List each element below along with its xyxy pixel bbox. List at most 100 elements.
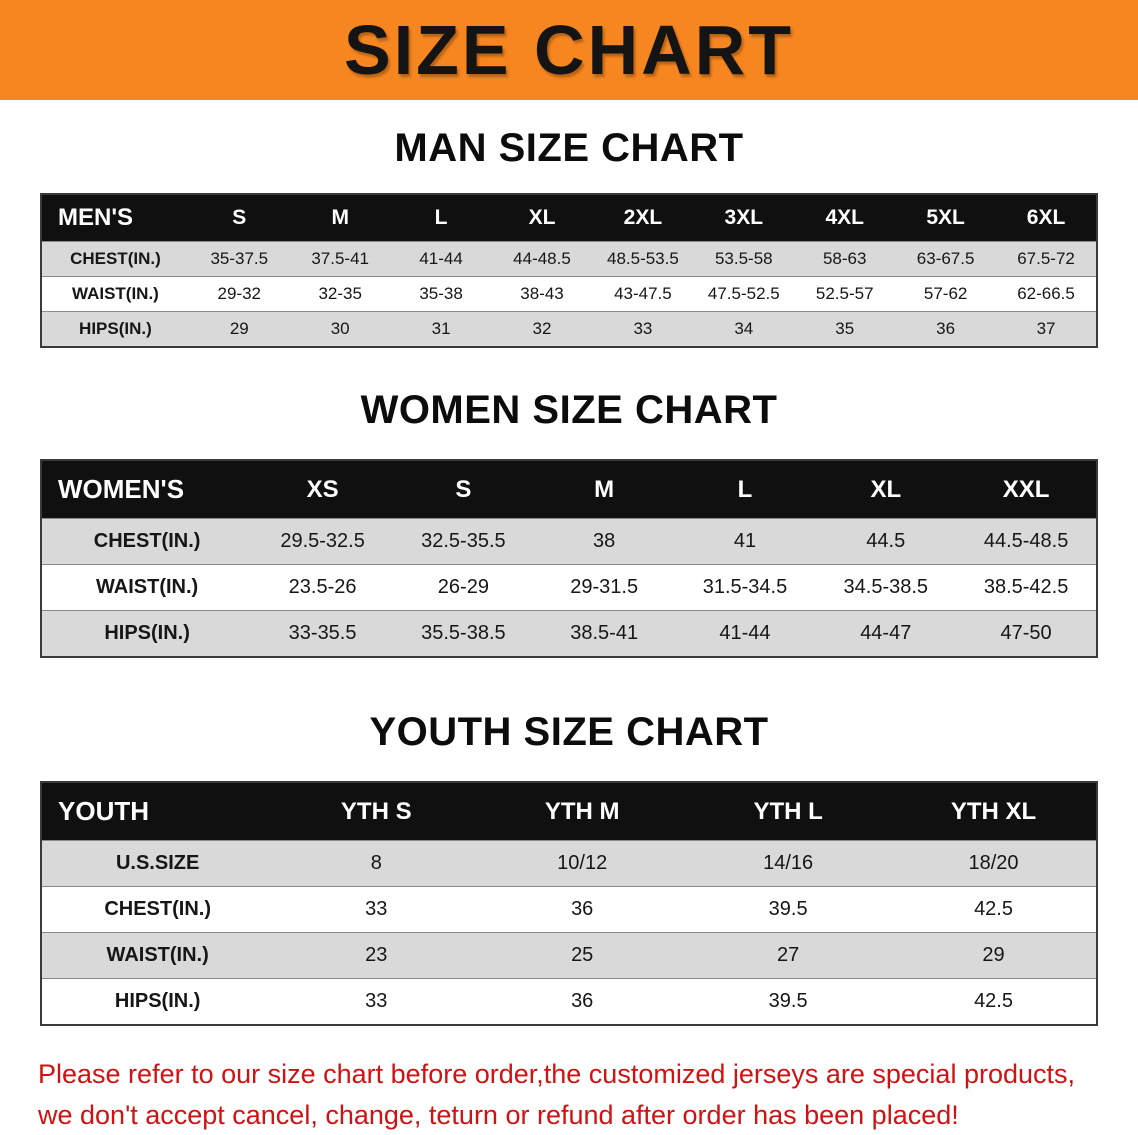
size-column-header: YTH M — [479, 782, 686, 841]
size-value-cell: 10/12 — [557, 852, 608, 874]
footer-note-line-2: we don't accept cancel, change, teturn o… — [38, 1099, 959, 1130]
row-label-cell: CHEST(IN.) — [104, 898, 211, 920]
size-value-cell: 35 — [835, 319, 855, 338]
size-value-cell: 63-67.5 — [916, 249, 975, 268]
size-value-cell: 48.5-53.5 — [606, 249, 679, 268]
size-value-cell: 42.5 — [974, 898, 1013, 920]
size-value-cell: 27 — [776, 944, 800, 966]
size-value-cell: 43-47.5 — [614, 284, 672, 303]
table-title-cell: WOMEN'S — [41, 460, 253, 519]
size-value-cell: 35-37.5 — [210, 249, 269, 268]
table-row: CHEST(IN.) 35-37.5 37.5-41 41-44 44-48.5 48.5… — [41, 241, 1097, 277]
table-row: CHEST(IN.) 33 36 39.5 42.5 — [41, 886, 1097, 933]
size-value-cell: 32-35 — [318, 284, 362, 303]
table-row: HIPS(IN.) 29 30 31 32 33 34 35 36 37 — [41, 311, 1097, 347]
size-column-header: 6XL — [996, 194, 1097, 242]
table-title-cell: YOUTH — [41, 782, 274, 841]
row-label-cell: CHEST(IN.) — [93, 530, 201, 552]
size-value-cell: 29-32 — [217, 284, 262, 303]
row-label-cell: WAIST(IN.) — [71, 284, 159, 303]
size-value-cell: 33 — [365, 990, 388, 1012]
size-value-cell: 39.5 — [768, 990, 808, 1012]
row-label-cell: U.S.SIZE — [115, 852, 200, 874]
size-value-cell: 8 — [370, 852, 382, 874]
table-row: WAIST(IN.) 29-32 32-35 35-38 38-43 43-47.5 47.… — [41, 276, 1097, 312]
size-value-cell: 41-44 — [719, 622, 771, 644]
table-row: U.S.SIZE 8 10/12 14/16 18/20 — [41, 840, 1097, 887]
table-row: WAIST(IN.) 23.5-26 26-29 29-31.5 31.5-34.5 34… — [41, 564, 1097, 611]
size-value-cell: 52.5-57 — [815, 284, 874, 303]
size-column-header: 2XL — [592, 194, 694, 242]
size-value-cell: 31 — [431, 319, 451, 338]
table-header-row: WOMEN'S XS S M L XL XXL — [41, 460, 1097, 519]
size-value-cell: 29 — [982, 944, 1005, 966]
size-value-cell: 58-63 — [822, 249, 867, 268]
size-value-cell: 23 — [365, 944, 388, 966]
size-column-header: 4XL — [794, 194, 896, 242]
table-row: WAIST(IN.) 23 25 27 29 — [41, 932, 1097, 979]
table-title-cell: MEN'S — [41, 194, 189, 242]
size-value-cell: 31.5-34.5 — [702, 576, 788, 598]
table-row: HIPS(IN.) 33 36 39.5 42.5 — [41, 978, 1097, 1025]
size-value-cell: 47.5-52.5 — [707, 284, 780, 303]
table-header-row: MEN'S S M L XL 2XL 3XL 4XL 5XL 6XL — [41, 194, 1097, 242]
size-column-header: XL — [491, 194, 593, 242]
women-section-heading: WOMEN SIZE CHART — [360, 388, 778, 432]
size-chart-banner: SIZE CHART — [0, 0, 1138, 100]
size-column-header: 3XL — [693, 194, 795, 242]
women-size-section: WOMEN SIZE CHART WOMEN'S XS S M L XL XXL CHEST(… — [0, 348, 1138, 658]
men-section-heading: MAN SIZE CHART — [394, 126, 744, 170]
men-size-table: MEN'S S M L XL 2XL 3XL 4XL 5XL 6XL CHEST(IN.) 35-37… — [40, 193, 1098, 348]
size-value-cell: 35.5-38.5 — [421, 622, 506, 644]
size-value-cell: 53.5-58 — [714, 249, 773, 268]
size-column-header: L — [674, 460, 816, 519]
size-value-cell: 34 — [734, 319, 754, 338]
youth-section-heading: YOUTH SIZE CHART — [369, 710, 769, 754]
size-value-cell: 23.5-26 — [288, 576, 357, 598]
row-label-cell: CHEST(IN.) — [70, 249, 161, 268]
footer-note: Please refer to our size chart before or… — [38, 1054, 1100, 1135]
size-column-header: YTH XL — [891, 782, 1097, 841]
size-column-header: M — [533, 460, 675, 519]
size-value-cell: 39.5 — [768, 898, 808, 920]
size-value-cell: 38.5-41 — [570, 622, 639, 644]
size-value-cell: 38 — [593, 530, 616, 552]
row-label-cell: HIPS(IN.) — [104, 622, 190, 644]
size-value-cell: 36 — [571, 990, 594, 1012]
footer-note-line-1: Please refer to our size chart before or… — [38, 1059, 1076, 1089]
size-value-cell: 44.5 — [866, 530, 906, 552]
size-value-cell: 18/20 — [968, 852, 1019, 874]
size-value-cell: 62-66.5 — [1017, 284, 1075, 303]
size-value-cell: 47-50 — [1000, 622, 1052, 644]
size-column-header: L — [390, 194, 492, 242]
size-column-header: M — [289, 194, 391, 242]
size-value-cell: 37.5-41 — [311, 249, 370, 268]
row-label-cell: WAIST(IN.) — [106, 944, 209, 966]
size-value-cell: 41-44 — [419, 249, 463, 268]
size-column-header: XL — [815, 460, 957, 519]
size-value-cell: 35-38 — [419, 284, 463, 303]
size-value-cell: 33 — [633, 319, 653, 338]
size-column-header: S — [188, 194, 290, 242]
size-value-cell: 38.5-42.5 — [983, 576, 1069, 598]
size-value-cell: 44.5-48.5 — [983, 530, 1069, 552]
men-size-section: MAN SIZE CHART MEN'S S M L XL 2XL 3XL 4XL 5XL 6XL… — [0, 100, 1138, 348]
size-value-cell: 32.5-35.5 — [421, 530, 506, 552]
size-value-cell: 29 — [229, 319, 249, 338]
size-column-header: YTH L — [685, 782, 892, 841]
size-value-cell: 33-35.5 — [288, 622, 357, 644]
youth-size-section: YOUTH SIZE CHART YOUTH YTH S YTH M YTH L YTH… — [0, 658, 1138, 1026]
size-value-cell: 29.5-32.5 — [280, 530, 365, 552]
size-column-header: XS — [252, 460, 393, 519]
size-value-cell: 36 — [936, 319, 956, 338]
size-value-cell: 25 — [571, 944, 594, 966]
size-value-cell: 38-43 — [520, 284, 564, 303]
size-value-cell: 67.5-72 — [1017, 249, 1075, 268]
table-row: CHEST(IN.) 29.5-32.5 32.5-35.5 38 41 44.5 44.5… — [41, 518, 1097, 565]
size-value-cell: 14/16 — [763, 852, 814, 874]
size-value-cell: 29-31.5 — [570, 576, 639, 598]
size-value-cell: 36 — [571, 898, 594, 920]
size-value-cell: 41 — [733, 530, 757, 552]
size-column-header: XXL — [956, 460, 1097, 519]
size-value-cell: 34.5-38.5 — [843, 576, 929, 598]
